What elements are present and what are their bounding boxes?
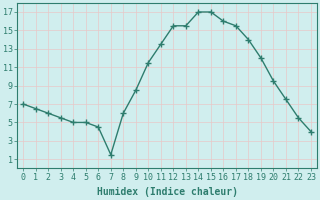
X-axis label: Humidex (Indice chaleur): Humidex (Indice chaleur) [97, 187, 237, 197]
